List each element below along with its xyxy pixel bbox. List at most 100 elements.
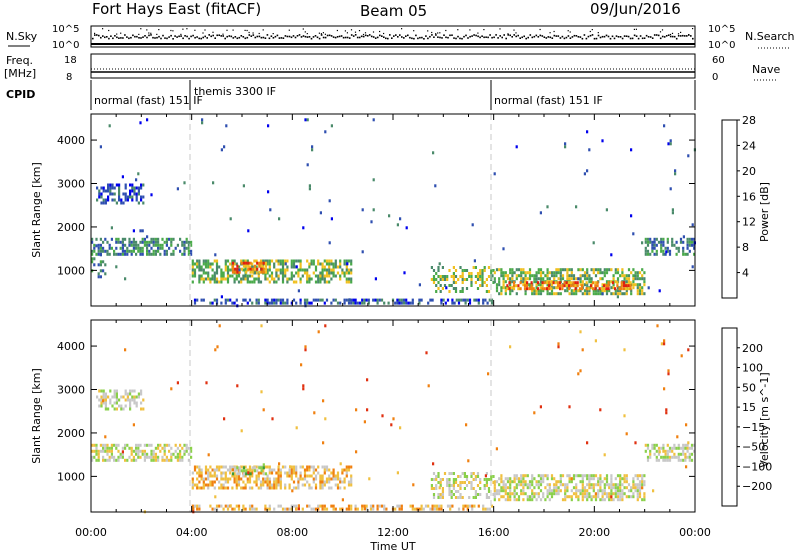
velocity-cell xyxy=(163,452,166,456)
power-cell xyxy=(498,280,501,284)
nsky-point xyxy=(102,35,104,37)
nsky-point xyxy=(647,36,650,38)
velocity-cell xyxy=(130,449,133,453)
power-cell xyxy=(430,266,433,269)
velocity-cell xyxy=(266,480,269,484)
velocity-cell xyxy=(115,389,118,393)
velocity-cell xyxy=(218,324,221,328)
power-cell xyxy=(146,240,149,244)
power-cell xyxy=(625,289,628,293)
power-cell xyxy=(543,281,546,285)
velocity-cell xyxy=(603,498,606,502)
power-cell xyxy=(682,246,685,250)
power-colorbar-tick-label: 16 xyxy=(742,190,756,203)
velocity-cell xyxy=(559,477,562,481)
power-cell xyxy=(213,280,216,284)
velocity-cell xyxy=(347,480,351,484)
velocity-cell xyxy=(643,480,646,484)
power-cell xyxy=(255,259,258,263)
power-cell xyxy=(411,301,414,305)
velocity-cell xyxy=(619,483,622,487)
nsky-strip-frame xyxy=(90,25,696,48)
power-cell xyxy=(517,284,520,288)
power-cell xyxy=(561,284,564,288)
power-cell xyxy=(671,237,674,241)
power-cell xyxy=(341,271,344,275)
power-cell xyxy=(620,284,623,288)
power-cell xyxy=(546,277,549,281)
power-cell xyxy=(150,240,153,244)
velocity-cell xyxy=(179,458,182,462)
velocity-cell xyxy=(322,441,325,445)
velocity-cell xyxy=(295,504,298,508)
power-cell xyxy=(242,298,245,302)
velocity-cell xyxy=(555,489,558,493)
power-cell xyxy=(249,267,252,271)
velocity-cell xyxy=(612,483,615,487)
nsky-point xyxy=(601,35,604,38)
velocity-cell xyxy=(211,507,214,511)
velocity-cell xyxy=(651,443,654,447)
velocity-cell xyxy=(506,477,510,481)
velocity-cell xyxy=(279,504,282,508)
power-cell xyxy=(187,243,190,247)
power-cell xyxy=(579,268,582,272)
velocity-cell xyxy=(646,443,650,447)
velocity-colorbar-tick-label: 50 xyxy=(742,381,756,394)
velocity-cell xyxy=(262,463,265,467)
power-cell xyxy=(405,226,408,230)
power-cell xyxy=(622,284,626,288)
velocity-cell xyxy=(682,443,685,447)
power-cell xyxy=(102,189,105,193)
nsky-point xyxy=(623,35,626,37)
power-cell xyxy=(157,240,160,244)
velocity-cell xyxy=(141,452,144,456)
power-cell xyxy=(500,274,503,278)
velocity-cell xyxy=(459,487,462,490)
velocity-cell xyxy=(268,480,271,484)
velocity-cell xyxy=(553,492,556,496)
power-cell xyxy=(643,292,646,296)
power-cell xyxy=(546,289,549,293)
velocity-cell xyxy=(143,452,146,456)
power-cell xyxy=(537,268,540,272)
velocity-cell xyxy=(161,446,164,450)
power-cell xyxy=(454,287,458,290)
velocity-cell xyxy=(240,477,243,481)
velocity-cell xyxy=(95,452,98,456)
velocity-cell xyxy=(200,477,203,481)
power-cell xyxy=(100,186,103,190)
velocity-cell xyxy=(226,507,230,511)
nsky-point xyxy=(665,35,668,37)
velocity-cell xyxy=(548,492,551,496)
velocity-cell xyxy=(176,446,179,450)
velocity-cell xyxy=(255,465,258,469)
velocity-cell xyxy=(492,475,495,478)
velocity-cell xyxy=(566,486,569,490)
velocity-cell xyxy=(485,484,488,487)
velocity-cell xyxy=(646,458,650,462)
power-cell xyxy=(632,283,635,287)
nsky-point xyxy=(577,36,580,38)
power-cell xyxy=(636,274,639,278)
nsky-point xyxy=(403,37,405,39)
velocity-cell xyxy=(100,404,103,408)
power-cell xyxy=(317,259,320,263)
velocity-cell xyxy=(548,498,551,502)
nsky-point xyxy=(346,32,348,34)
velocity-cell xyxy=(655,455,658,459)
velocity-cell xyxy=(242,507,245,511)
power-cell xyxy=(481,275,484,278)
power-cell xyxy=(165,240,168,244)
power-cell xyxy=(502,274,505,278)
power-cell xyxy=(292,298,296,302)
power-cell xyxy=(567,281,571,285)
velocity-cell xyxy=(139,455,142,459)
nsky-point xyxy=(120,37,122,39)
velocity-cell xyxy=(636,474,639,478)
velocity-cell xyxy=(202,477,205,481)
power-cell xyxy=(358,301,362,305)
power-cell xyxy=(209,277,212,281)
power-cell xyxy=(104,237,107,241)
velocity-cell xyxy=(686,443,689,447)
